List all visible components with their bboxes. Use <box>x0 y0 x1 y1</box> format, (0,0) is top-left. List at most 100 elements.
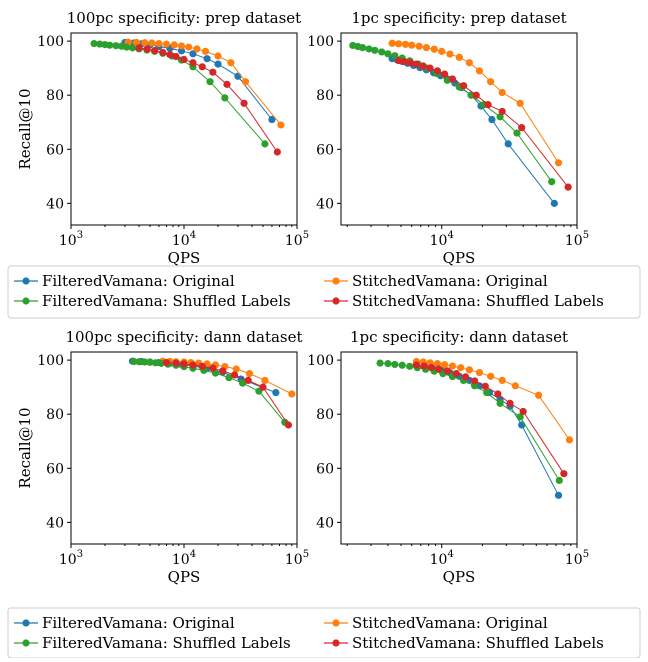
data-point <box>170 41 178 49</box>
data-point <box>419 62 427 70</box>
data-point <box>221 94 229 102</box>
data-point <box>471 377 479 385</box>
series-1 <box>412 361 563 499</box>
series-line <box>416 364 565 474</box>
legend-label: FilteredVamana: Shuffled Labels <box>42 634 291 652</box>
legend-2: FilteredVamana: Original StitchedVamana: … <box>7 607 641 659</box>
data-point <box>241 78 250 86</box>
chart-title: 1pc specificity: prep dataset <box>351 9 566 27</box>
data-point <box>268 115 276 124</box>
data-point <box>406 362 414 370</box>
series-line <box>124 42 273 120</box>
x-tick-label: 105 <box>565 230 589 249</box>
data-point <box>209 364 217 372</box>
x-tick-base: 10 <box>172 552 190 568</box>
data-point <box>555 476 563 485</box>
data-point <box>201 47 210 55</box>
legend-marker <box>22 277 30 285</box>
y-tick-label: 60 <box>46 142 64 158</box>
x-tick-label: 103 <box>59 230 83 249</box>
data-point <box>516 413 524 421</box>
chart-title: 100pc specificity: dann dataset <box>65 328 302 346</box>
data-point <box>151 359 160 367</box>
x-tick-label: 103 <box>59 549 83 568</box>
data-point <box>132 38 141 47</box>
data-point <box>223 80 231 88</box>
data-point <box>365 45 373 53</box>
data-point <box>452 370 460 378</box>
series-2 <box>388 39 563 167</box>
data-point <box>214 60 222 68</box>
data-point <box>494 390 502 398</box>
x-tick-exponent: 4 <box>190 549 196 560</box>
data-point <box>214 52 222 60</box>
data-point <box>435 365 443 373</box>
data-point <box>384 360 392 368</box>
x-tick-label: 104 <box>430 549 454 568</box>
legend-frame <box>7 265 641 319</box>
data-point <box>459 82 468 90</box>
data-point <box>141 358 149 366</box>
legend-marker <box>332 297 340 305</box>
series-4 <box>135 44 281 156</box>
data-point <box>273 148 281 156</box>
data-point <box>146 358 154 366</box>
y-tick-label: 40 <box>46 196 64 212</box>
data-point <box>498 88 506 97</box>
data-point <box>234 72 242 80</box>
data-point <box>384 50 392 58</box>
data-point <box>475 368 484 377</box>
legend-entry: FilteredVamana: Original <box>14 272 235 290</box>
data-point <box>272 388 280 397</box>
x-axis-label: QPS <box>443 249 476 267</box>
plot-frame <box>340 32 578 226</box>
data-point <box>488 115 496 124</box>
legend-entry: StitchedVamana: Shuffled Labels <box>324 292 604 310</box>
data-point <box>518 421 526 429</box>
chart-title: 1pc specificity: dann dataset <box>350 328 568 346</box>
data-point <box>398 361 406 369</box>
x-axis-label: QPS <box>443 568 476 586</box>
legend-label: StitchedVamana: Shuffled Labels <box>352 292 604 310</box>
x-tick-base: 10 <box>59 552 77 568</box>
data-point <box>90 39 98 48</box>
legend-label: FilteredVamana: Shuffled Labels <box>42 292 291 310</box>
x-tick-base: 10 <box>172 233 190 249</box>
legend-label: StitchedVamana: Original <box>352 614 548 632</box>
data-point <box>487 78 495 86</box>
data-point <box>426 64 434 72</box>
x-axis-label: QPS <box>168 568 201 586</box>
y-tick-label: 100 <box>37 353 64 369</box>
legend-marker <box>22 297 30 305</box>
data-point <box>198 362 206 370</box>
x-tick-base: 10 <box>285 552 303 568</box>
data-point <box>475 67 484 75</box>
series-3 <box>376 359 563 485</box>
x-tick-exponent: 4 <box>190 230 196 241</box>
x-tick-exponent: 5 <box>303 549 309 560</box>
data-point <box>261 140 269 148</box>
y-axis-label: Recall@10 <box>16 88 34 169</box>
series-4 <box>395 56 572 191</box>
y-tick-label: 80 <box>316 88 334 104</box>
x-tick-exponent: 4 <box>447 230 453 241</box>
x-tick-label: 104 <box>430 230 454 249</box>
data-point <box>238 379 247 387</box>
y-tick-label: 40 <box>316 196 334 212</box>
x-tick-base: 10 <box>285 233 303 249</box>
data-point <box>472 91 480 99</box>
data-point <box>180 55 188 64</box>
data-point <box>441 361 449 369</box>
data-point <box>438 47 446 55</box>
data-point <box>230 371 239 379</box>
data-point <box>455 53 463 61</box>
legend-entry: StitchedVamana: Original <box>324 272 548 290</box>
y-tick-label: 80 <box>316 407 334 423</box>
y-tick-label: 60 <box>316 142 334 158</box>
data-point <box>219 367 227 375</box>
data-point <box>112 42 120 50</box>
data-point <box>446 50 454 58</box>
data-point <box>244 376 252 384</box>
data-point <box>412 60 421 68</box>
